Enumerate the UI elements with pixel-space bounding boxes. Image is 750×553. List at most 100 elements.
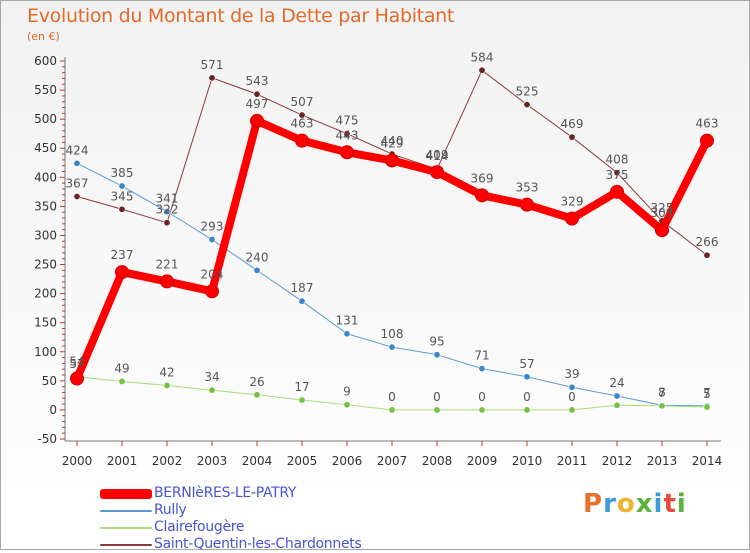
data-point: [73, 159, 81, 167]
data-point: [388, 343, 396, 351]
axes: -500501001502002503003504004505005506002…: [34, 54, 722, 468]
data-label: 463: [696, 117, 719, 131]
data-point: [613, 401, 621, 409]
y-tick-label: 250: [34, 258, 57, 272]
data-label: 375: [606, 168, 629, 182]
data-label: 309: [651, 206, 674, 220]
x-tick-label: 2009: [467, 454, 498, 468]
data-point: [520, 197, 534, 212]
data-label: 475: [336, 114, 359, 128]
data-label: 221: [156, 257, 179, 271]
logo-letter: o: [616, 489, 636, 519]
data-point: [118, 182, 126, 190]
data-label: 8: [658, 385, 666, 399]
data-label: 325: [651, 201, 674, 215]
y-tick-label: 50: [42, 374, 57, 388]
data-point: [115, 265, 129, 280]
data-label: 463: [291, 117, 314, 131]
series-lines: [70, 66, 714, 414]
data-labels: 5423722120449746344342940936935332937530…: [66, 50, 719, 404]
data-point: [298, 297, 306, 305]
logo-letter: x: [635, 489, 654, 519]
legend-label: Rully: [154, 502, 187, 518]
legend-label: Clairefougère: [154, 519, 245, 535]
chart-title: Evolution du Montant de la Dette par Hab…: [27, 5, 455, 27]
data-point: [163, 219, 171, 227]
data-point: [568, 383, 576, 391]
logo-letter: i: [653, 489, 664, 519]
x-tick-label: 2008: [422, 454, 453, 468]
data-label: 293: [201, 220, 224, 234]
x-tick-label: 2000: [62, 454, 93, 468]
data-label: 0: [433, 390, 441, 404]
data-point: [523, 101, 531, 109]
data-label: 507: [291, 95, 314, 109]
logo-letter: r: [603, 489, 617, 519]
y-tick-label: 550: [34, 83, 57, 97]
x-tick-label: 2004: [242, 454, 273, 468]
legend-swatch: [100, 510, 152, 512]
data-point: [610, 184, 624, 199]
data-point: [433, 351, 441, 359]
data-label: 409: [426, 148, 449, 162]
data-point: [340, 145, 354, 160]
data-label: 414: [426, 149, 449, 163]
data-label: 429: [381, 136, 404, 150]
data-point: [160, 274, 174, 289]
chart-subtitle: (en €): [27, 30, 60, 43]
data-point: [343, 401, 351, 409]
legend-swatch: [100, 489, 152, 499]
data-label: 71: [474, 349, 489, 363]
data-point: [253, 90, 261, 98]
data-label: 369: [471, 171, 494, 185]
data-point: [613, 169, 621, 177]
data-point: [253, 266, 261, 274]
data-point: [523, 373, 531, 381]
data-label: 353: [516, 181, 539, 195]
data-label: 39: [564, 367, 579, 381]
data-point: [703, 403, 711, 411]
x-tick-label: 2002: [152, 454, 183, 468]
data-point: [700, 133, 714, 148]
y-tick-label: 350: [34, 199, 57, 213]
logo-letter: i: [676, 489, 687, 519]
data-label: 0: [523, 390, 531, 404]
data-label: 469: [561, 117, 584, 131]
data-label: 424: [66, 143, 89, 157]
data-label: 543: [246, 74, 269, 88]
data-label: 240: [246, 250, 269, 264]
data-label: 57: [69, 357, 84, 371]
data-label: 204: [201, 267, 224, 281]
data-label: 9: [343, 385, 351, 399]
data-point: [433, 406, 441, 414]
legend-swatch: [100, 527, 152, 529]
data-point: [478, 66, 486, 74]
x-tick-label: 2013: [647, 454, 678, 468]
data-label: 57: [519, 357, 534, 371]
data-point: [250, 113, 264, 128]
data-point: [385, 153, 399, 168]
data-label: 237: [111, 248, 134, 262]
y-tick-label: 600: [34, 54, 57, 68]
data-point: [658, 402, 666, 410]
y-tick-label: 500: [34, 112, 57, 126]
data-label: 26: [249, 375, 264, 389]
data-point: [568, 133, 576, 141]
x-tick-label: 2001: [107, 454, 138, 468]
data-label: 0: [478, 390, 486, 404]
x-tick-label: 2010: [512, 454, 543, 468]
data-label: 443: [336, 128, 359, 142]
data-point: [298, 396, 306, 404]
data-point: [253, 391, 261, 399]
x-tick-label: 2005: [287, 454, 318, 468]
y-tick-label: 300: [34, 228, 57, 242]
x-tick-label: 2014: [692, 454, 723, 468]
data-point: [208, 236, 216, 244]
data-point: [523, 406, 531, 414]
x-tick-label: 2011: [557, 454, 588, 468]
data-label: 54: [69, 355, 84, 369]
data-point: [613, 392, 621, 400]
x-tick-label: 2006: [332, 454, 363, 468]
data-label: 187: [291, 281, 314, 295]
